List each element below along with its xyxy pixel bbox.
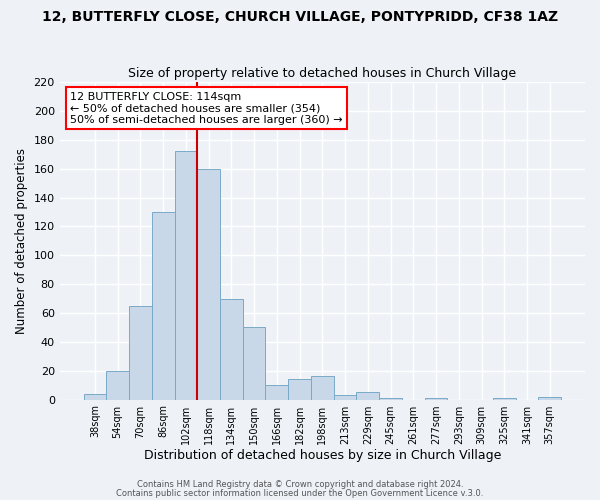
- Text: 12 BUTTERFLY CLOSE: 114sqm
← 50% of detached houses are smaller (354)
50% of sem: 12 BUTTERFLY CLOSE: 114sqm ← 50% of deta…: [70, 92, 343, 125]
- Bar: [129, 306, 152, 400]
- Bar: [425, 398, 448, 400]
- Bar: [356, 392, 379, 400]
- Bar: [197, 168, 220, 400]
- Text: Contains public sector information licensed under the Open Government Licence v.: Contains public sector information licen…: [116, 488, 484, 498]
- Y-axis label: Number of detached properties: Number of detached properties: [15, 148, 28, 334]
- Bar: [243, 328, 265, 400]
- Bar: [220, 298, 243, 400]
- Bar: [106, 370, 129, 400]
- Bar: [152, 212, 175, 400]
- Bar: [175, 152, 197, 400]
- Bar: [334, 396, 356, 400]
- Text: Contains HM Land Registry data © Crown copyright and database right 2024.: Contains HM Land Registry data © Crown c…: [137, 480, 463, 489]
- Bar: [83, 394, 106, 400]
- Bar: [288, 380, 311, 400]
- Title: Size of property relative to detached houses in Church Village: Size of property relative to detached ho…: [128, 66, 517, 80]
- Bar: [379, 398, 402, 400]
- X-axis label: Distribution of detached houses by size in Church Village: Distribution of detached houses by size …: [143, 450, 501, 462]
- Text: 12, BUTTERFLY CLOSE, CHURCH VILLAGE, PONTYPRIDD, CF38 1AZ: 12, BUTTERFLY CLOSE, CHURCH VILLAGE, PON…: [42, 10, 558, 24]
- Bar: [311, 376, 334, 400]
- Bar: [538, 396, 561, 400]
- Bar: [265, 385, 288, 400]
- Bar: [493, 398, 515, 400]
